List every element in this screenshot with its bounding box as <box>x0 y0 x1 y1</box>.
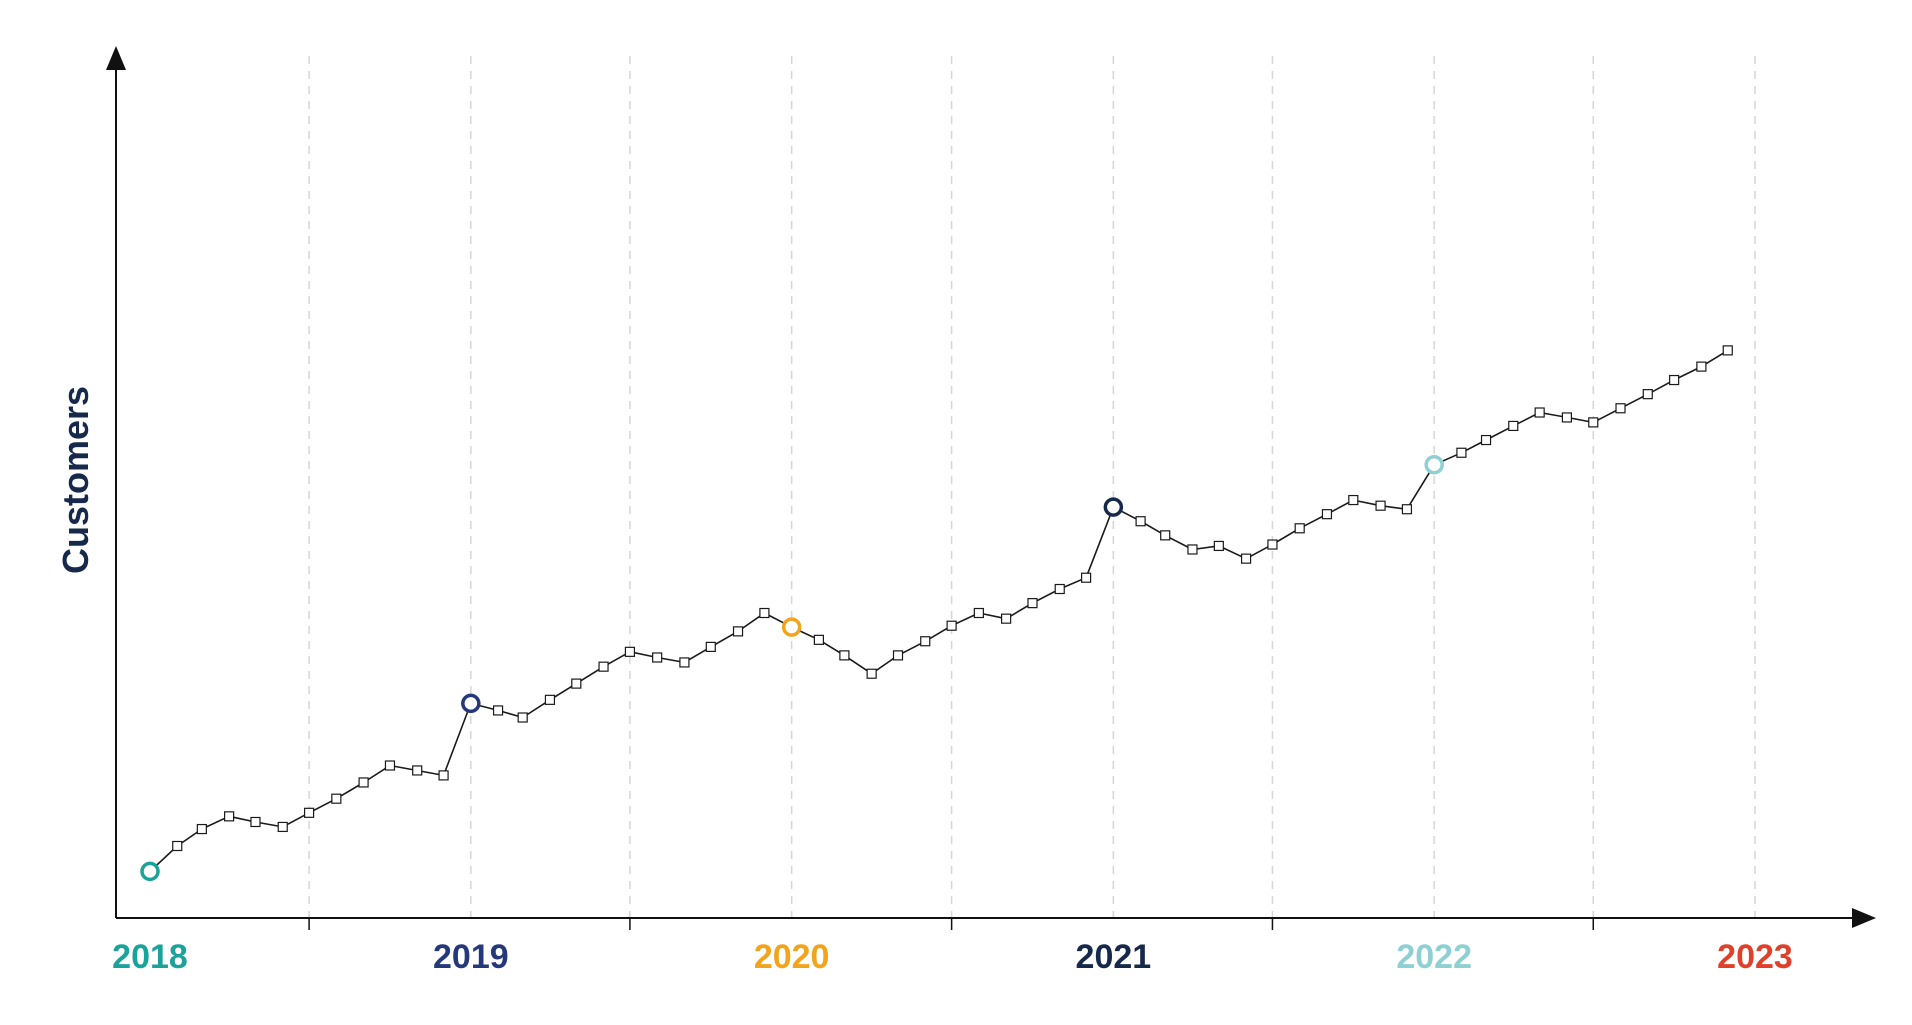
data-point-marker <box>1375 500 1386 511</box>
data-point-marker <box>1160 530 1171 541</box>
year-point-marker <box>461 693 481 714</box>
data-point-marker <box>920 636 931 647</box>
data-point-marker <box>492 705 504 716</box>
data-point-marker <box>358 777 369 788</box>
data-point-marker <box>1054 583 1065 595</box>
data-point-marker <box>1321 509 1333 520</box>
data-point-marker <box>1267 539 1278 550</box>
data-point-marker <box>172 840 183 852</box>
x-axis-arrow <box>1852 908 1876 928</box>
x-tick-label: 2020 <box>754 938 830 976</box>
grid-layer <box>308 56 1756 930</box>
data-point-marker <box>1348 494 1359 506</box>
data-point-marker <box>1294 523 1305 534</box>
data-point-marker <box>679 657 690 668</box>
data-point-marker <box>1456 447 1467 458</box>
data-point-marker <box>759 607 770 619</box>
data-point-marker <box>652 652 663 663</box>
data-point-marker <box>1669 374 1680 386</box>
data-point-marker <box>1588 417 1599 428</box>
data-point-marker <box>1561 412 1573 423</box>
data-point-marker <box>224 811 235 822</box>
data-point-marker <box>277 821 288 833</box>
data-point-marker <box>598 661 609 672</box>
data-point-marker <box>517 712 528 723</box>
data-point-marker <box>732 626 744 637</box>
series-layer <box>140 345 1733 882</box>
data-point-marker <box>1722 345 1733 356</box>
y-axis-arrow <box>106 46 126 70</box>
data-point-marker <box>1001 613 1012 624</box>
x-tick-label: 2021 <box>1076 938 1152 976</box>
data-point-marker <box>1135 516 1146 527</box>
data-point-marker <box>1187 544 1198 555</box>
data-point-marker <box>892 650 904 661</box>
data-point-marker <box>866 668 877 679</box>
data-point-marker <box>1027 598 1038 609</box>
data-point-marker <box>1615 403 1626 414</box>
data-point-marker <box>1213 540 1224 552</box>
year-point-marker <box>1103 497 1124 517</box>
data-point-marker <box>813 634 824 645</box>
data-point-marker <box>303 807 315 818</box>
x-tick-label: 2023 <box>1717 938 1793 976</box>
series-line <box>149 349 1729 872</box>
data-point-marker <box>544 694 556 705</box>
data-point-marker <box>973 607 984 619</box>
data-point-marker <box>839 650 850 661</box>
data-point-marker <box>412 765 423 776</box>
data-point-marker <box>624 646 636 657</box>
year-point-marker <box>1424 455 1444 475</box>
label-layer: 2018 2019 2020 2021 2022 2023 <box>112 938 1793 976</box>
data-point-marker <box>1480 434 1492 446</box>
data-point-marker <box>384 760 396 771</box>
y-axis-title: Customers <box>55 386 96 574</box>
year-point-marker <box>781 617 802 637</box>
data-point-marker <box>1642 389 1653 400</box>
x-tick-label: 2018 <box>112 938 188 976</box>
year-point-marker <box>140 861 160 882</box>
data-point-marker <box>1534 407 1545 418</box>
data-point-marker <box>331 793 342 804</box>
data-point-marker <box>571 678 582 689</box>
data-point-marker <box>1240 553 1252 564</box>
data-point-marker <box>250 816 261 828</box>
data-point-marker <box>1401 504 1413 515</box>
data-point-marker <box>946 620 957 631</box>
x-tick-label: 2022 <box>1396 938 1472 976</box>
x-tick-label: 2019 <box>433 938 509 976</box>
data-point-marker <box>1696 361 1707 372</box>
data-point-marker <box>438 770 449 781</box>
axis-layer: Customers <box>55 46 1876 928</box>
data-point-marker <box>705 641 716 653</box>
data-point-marker <box>196 823 207 835</box>
data-point-marker <box>1508 420 1519 432</box>
data-point-marker <box>1081 572 1092 583</box>
